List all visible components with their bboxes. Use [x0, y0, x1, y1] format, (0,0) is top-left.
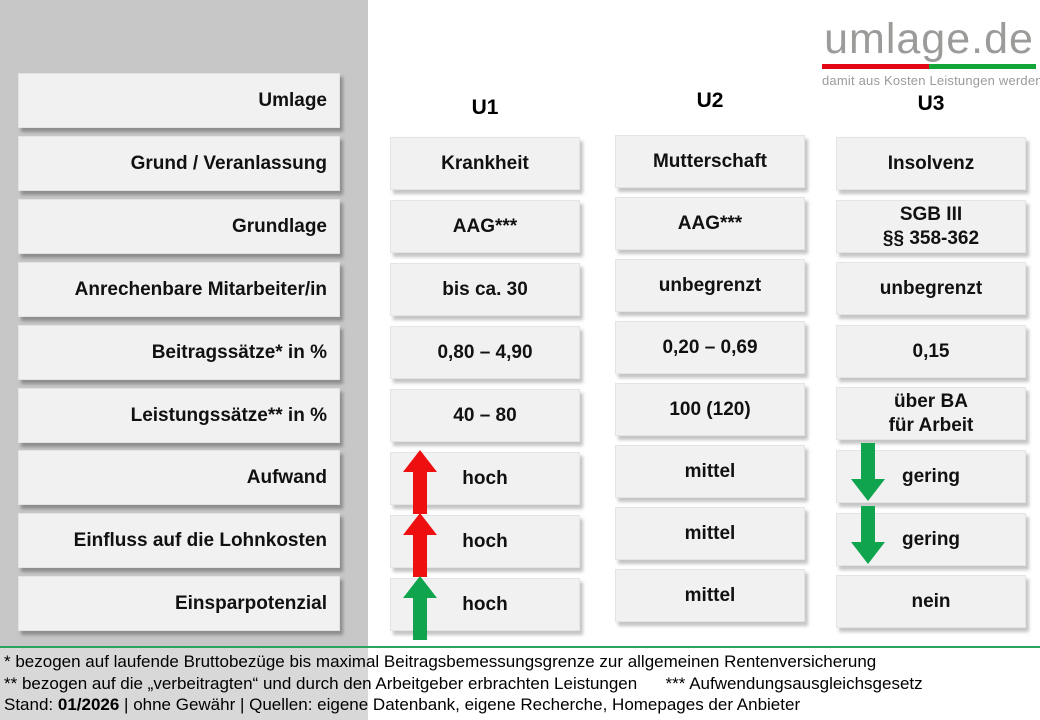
- cell-text: bis ca. 30: [442, 278, 528, 300]
- cell-text: mittel: [684, 522, 736, 544]
- cell-text: hoch: [462, 593, 508, 615]
- cell-text: hoch: [462, 530, 508, 552]
- cell-u3-beitragssaetze-in: 0,15: [836, 325, 1026, 378]
- cell-text: gering: [901, 465, 961, 487]
- cell-text: nein: [911, 590, 951, 612]
- cell-u3-anrechenbare-mitarbeiter-in: unbegrenzt: [836, 262, 1026, 315]
- cell-u2-leistungssaetze-in: 100 (120): [615, 383, 805, 436]
- cell-text: Insolvenz: [887, 152, 975, 174]
- cell-u2-grund-veranlassung: Mutterschaft: [615, 135, 805, 188]
- logo-bar: [822, 64, 1036, 69]
- column-header-u1: U1: [471, 96, 499, 119]
- cell-u3-einfluss-auf-die-lohnkosten: gering: [836, 506, 1026, 566]
- cell-u2-einsparpotenzial: mittel: [615, 569, 805, 622]
- row-label-grundlage: Grundlage: [18, 199, 340, 254]
- cell-text: mittel: [684, 460, 736, 482]
- row-label-einfluss-auf-die-lohnkosten: Einfluss auf die Lohnkosten: [18, 513, 340, 568]
- cell-text: Krankheit: [441, 152, 529, 174]
- cell-u3-grundlage: SGB III §§ 358-362: [836, 200, 1026, 253]
- column-header-u3: U3: [917, 92, 945, 115]
- cell-u1-anrechenbare-mitarbeiter-in: bis ca. 30: [390, 263, 580, 316]
- footer: * bezogen auf laufende Bruttobezüge bis …: [4, 651, 1036, 716]
- red-up-arrow-icon: [403, 513, 437, 577]
- cell-text: SGB III §§ 358-362: [882, 203, 980, 249]
- row-label-leistungssaetze-in: Leistungssätze** in %: [18, 388, 340, 443]
- logo: umlage.de damit aus Kosten Leistungen we…: [822, 15, 1040, 88]
- row-label-umlage: Umlage: [18, 73, 340, 128]
- cell-u2-grundlage: AAG***: [615, 197, 805, 250]
- logo-bar-red-segment: [822, 64, 929, 69]
- cell-u1-beitragssaetze-in: 0,80 – 4,90: [390, 326, 580, 379]
- cell-text: AAG***: [452, 215, 518, 237]
- row-label-aufwand: Aufwand: [18, 450, 340, 505]
- cell-text: Mutterschaft: [652, 150, 767, 172]
- cell-u2-beitragssaetze-in: 0,20 – 0,69: [615, 321, 805, 374]
- column-header-u2: U2: [696, 89, 724, 112]
- cell-text: 0,15: [912, 340, 950, 362]
- footer-left-band: [0, 648, 368, 720]
- cell-u3-leistungssaetze-in: über BA für Arbeit: [836, 387, 1026, 440]
- cell-text: gering: [901, 528, 961, 550]
- row-label-grund-veranlassung: Grund / Veranlassung: [18, 136, 340, 191]
- cell-text: über BA für Arbeit: [888, 390, 974, 436]
- cell-u3-aufwand: gering: [836, 443, 1026, 503]
- logo-tagline: damit aus Kosten Leistungen werden: [822, 73, 1040, 88]
- red-up-arrow-icon: [403, 450, 437, 514]
- cell-u3-einsparpotenzial: nein: [836, 575, 1026, 628]
- stand-label: Stand:: [4, 695, 58, 714]
- cell-u1-leistungssaetze-in: 40 – 80: [390, 389, 580, 442]
- footer-separator-line: [0, 646, 1040, 648]
- stand-date: 01/2026: [57, 695, 120, 714]
- footnote-beitragssaetze: * bezogen auf laufende Bruttobezüge bis …: [4, 652, 877, 671]
- footnote-stand: Stand: 01/2026 | ohne Gewähr | Quellen: …: [4, 694, 1036, 716]
- row-label-einsparpotenzial: Einsparpotenzial: [18, 576, 340, 631]
- row-label-anrechenbare-mitarbeiter-in: Anrechenbare Mitarbeiter/in: [18, 262, 340, 317]
- cell-u2-einfluss-auf-die-lohnkosten: mittel: [615, 507, 805, 560]
- cell-u1-grund-veranlassung: Krankheit: [390, 137, 580, 190]
- cell-u3-grund-veranlassung: Insolvenz: [836, 137, 1026, 190]
- row-labels-panel: Umlage Grund / Veranlassung Grundlage Anrec…: [0, 0, 368, 646]
- cell-u2-aufwand: mittel: [615, 445, 805, 498]
- cell-u1-einsparpotenzial: hoch: [390, 576, 580, 640]
- cell-text: unbegrenzt: [879, 277, 983, 299]
- logo-bar-green-segment: [929, 64, 1036, 69]
- logo-wordmark: umlage.de: [824, 15, 1034, 63]
- green-down-arrow-icon: [851, 443, 885, 501]
- stand-sources: | ohne Gewähr | Quellen: eigene Datenban…: [119, 695, 801, 714]
- cell-text: 0,20 – 0,69: [662, 336, 758, 358]
- green-up-arrow-icon: [403, 576, 437, 640]
- green-down-arrow-icon: [851, 506, 885, 564]
- footnote-leistungssaetze: ** bezogen auf die „verbeitragten“ und d…: [4, 673, 923, 693]
- cell-u1-einfluss-auf-die-lohnkosten: hoch: [390, 513, 580, 577]
- cell-text: unbegrenzt: [658, 274, 762, 296]
- cell-text: 40 – 80: [453, 404, 517, 426]
- cell-text: 0,80 – 4,90: [437, 341, 533, 363]
- cell-u1-grundlage: AAG***: [390, 200, 580, 253]
- cell-u2-anrechenbare-mitarbeiter-in: unbegrenzt: [615, 259, 805, 312]
- cell-text: mittel: [684, 584, 736, 606]
- cell-text: AAG***: [677, 212, 743, 234]
- cell-u1-aufwand: hoch: [390, 450, 580, 514]
- row-label-beitragssaetze-in: Beitragssätze* in %: [18, 325, 340, 380]
- cell-text: hoch: [462, 467, 508, 489]
- cell-text: 100 (120): [669, 398, 751, 420]
